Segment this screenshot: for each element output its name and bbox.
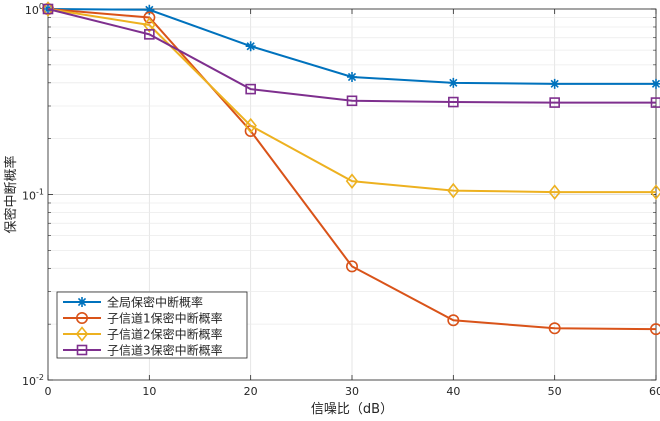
x-tick-label: 0 bbox=[45, 385, 52, 398]
x-tick-label: 20 bbox=[244, 385, 258, 398]
legend-label: 子信道3保密中断概率 bbox=[107, 343, 223, 358]
data-point bbox=[347, 72, 357, 82]
x-tick-label: 30 bbox=[345, 385, 359, 398]
y-tick-label: 10-1 bbox=[22, 188, 44, 203]
data-point bbox=[448, 78, 458, 88]
data-point bbox=[246, 41, 256, 51]
asterisk-marker bbox=[246, 41, 256, 51]
x-tick-label: 40 bbox=[446, 385, 460, 398]
y-tick-label: 100 bbox=[25, 2, 44, 17]
y-tick-label: 10-2 bbox=[22, 373, 44, 388]
x-tick-label: 10 bbox=[142, 385, 156, 398]
x-tick-label: 50 bbox=[548, 385, 562, 398]
asterisk-marker bbox=[77, 297, 87, 307]
x-tick-label: 60 bbox=[649, 385, 660, 398]
asterisk-marker bbox=[550, 79, 560, 89]
x-axis-title: 信噪比（dB） bbox=[311, 402, 393, 417]
y-axis-title: 保密中断概率 bbox=[3, 155, 19, 233]
legend-marker bbox=[77, 297, 87, 307]
legend-item: 子信道3保密中断概率 bbox=[63, 343, 223, 358]
asterisk-marker bbox=[448, 78, 458, 88]
data-point bbox=[550, 79, 560, 89]
legend-label: 全局保密中断概率 bbox=[107, 295, 203, 310]
legend-label: 子信道1保密中断概率 bbox=[107, 311, 223, 326]
asterisk-marker bbox=[347, 72, 357, 82]
legend-label: 子信道2保密中断概率 bbox=[107, 327, 223, 342]
